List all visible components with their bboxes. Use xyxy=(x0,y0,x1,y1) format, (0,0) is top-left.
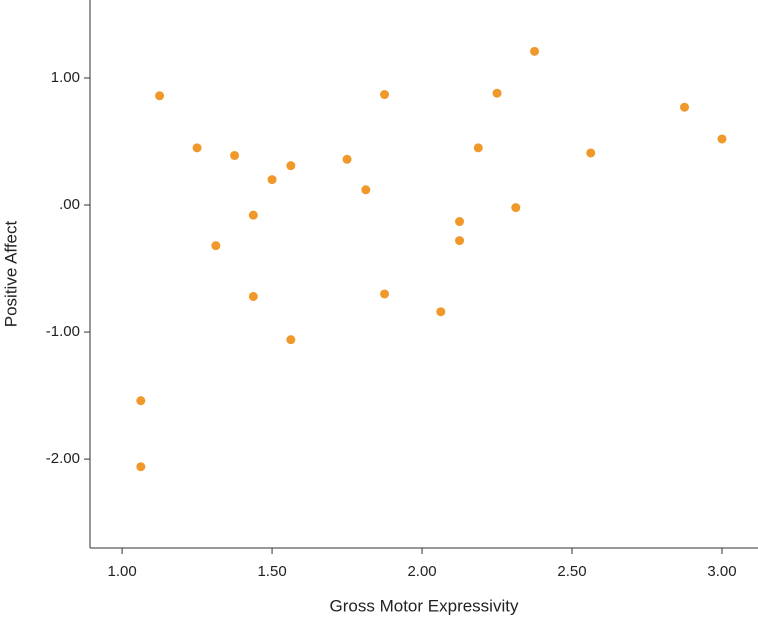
point xyxy=(717,134,727,144)
point xyxy=(211,241,221,251)
point xyxy=(380,289,390,299)
point xyxy=(267,175,277,185)
point xyxy=(342,154,352,164)
point xyxy=(680,102,690,112)
y-axis-label: Positive Affect xyxy=(1,220,20,327)
x-tick-label: 2.50 xyxy=(557,563,586,580)
x-tick-label: 1.50 xyxy=(257,563,286,580)
point xyxy=(230,150,240,160)
x-tick-label: 2.00 xyxy=(407,563,436,580)
point xyxy=(192,143,202,153)
y-tick-label: 1.00 xyxy=(51,69,80,86)
x-tick-label: 3.00 xyxy=(707,563,736,580)
y-tick-label: .00 xyxy=(59,196,80,213)
point xyxy=(586,148,596,158)
point xyxy=(361,185,371,195)
point xyxy=(136,396,146,406)
point xyxy=(155,91,165,101)
point xyxy=(436,307,446,317)
point xyxy=(473,143,483,153)
point xyxy=(455,217,465,227)
point xyxy=(455,236,465,246)
point xyxy=(248,210,258,220)
point xyxy=(380,90,390,100)
point xyxy=(530,46,540,56)
point xyxy=(136,462,146,472)
y-tick-label: -2.00 xyxy=(46,450,80,467)
point xyxy=(248,291,258,301)
y-tick-label: -1.00 xyxy=(46,323,80,340)
point xyxy=(286,161,296,171)
point xyxy=(511,203,521,213)
point xyxy=(492,88,502,98)
x-axis-label: Gross Motor Expressivity xyxy=(330,596,519,615)
x-tick-label: 1.00 xyxy=(107,563,136,580)
point xyxy=(286,335,296,345)
